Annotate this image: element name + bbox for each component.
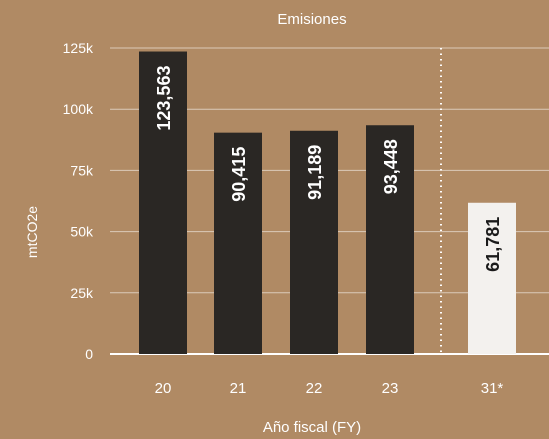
bar-value-label: 91,189 [305,145,325,200]
bar [290,130,338,354]
x-tick-label: 20 [155,380,172,397]
x-tick-label: 23 [382,380,399,397]
y-tick-label: 75k [70,162,94,178]
x-tick-label: 31* [481,380,504,397]
bar-value-label: 90,415 [229,147,249,202]
target-bar [468,202,516,354]
bar-value-label: 93,448 [381,139,401,194]
x-axis-label: Año fiscal (FY) [263,419,361,436]
y-tick-label: 0 [85,346,93,362]
bar-value-label: 61,781 [483,217,503,272]
y-tick-label: 50k [70,224,94,240]
bar [366,125,414,355]
bar [139,51,187,355]
bar-layer: 123,563 20 90,415 21 91,189 22 93,448 23 61,781 3… [139,51,516,397]
x-tick-label: 22 [306,380,323,397]
y-tick-label: 125k [63,40,94,56]
y-axis-label: mtCO2e [24,206,40,258]
bar-value-label: 123,563 [154,66,174,131]
y-tick-label: 100k [63,101,94,117]
bar [214,132,262,354]
x-tick-label: 21 [230,380,247,397]
y-tick-label: 25k [70,285,94,301]
chart-title: Emisiones [277,11,346,28]
